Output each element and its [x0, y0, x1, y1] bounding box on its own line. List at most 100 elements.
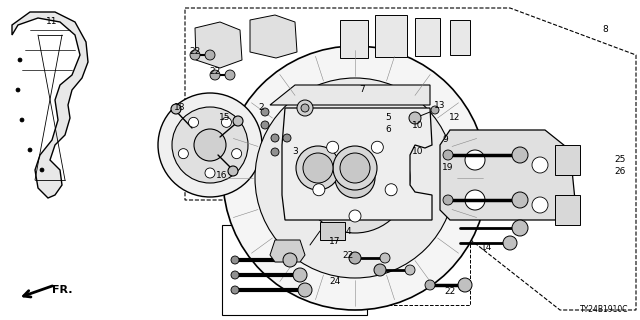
Text: 3: 3: [292, 148, 298, 156]
Circle shape: [512, 147, 528, 163]
Circle shape: [179, 149, 188, 159]
Polygon shape: [440, 130, 575, 220]
Circle shape: [271, 148, 279, 156]
Polygon shape: [270, 240, 305, 262]
Circle shape: [194, 129, 226, 161]
Circle shape: [231, 286, 239, 294]
Text: 11: 11: [46, 18, 58, 27]
Polygon shape: [250, 15, 297, 58]
Circle shape: [301, 104, 309, 112]
Circle shape: [313, 184, 325, 196]
Circle shape: [443, 195, 453, 205]
Circle shape: [293, 268, 307, 282]
Bar: [555, 145, 580, 175]
Text: 15: 15: [220, 114, 231, 123]
Circle shape: [255, 78, 455, 278]
Text: 25: 25: [614, 156, 626, 164]
Circle shape: [283, 253, 297, 267]
Circle shape: [431, 106, 439, 114]
Bar: [450, 20, 470, 55]
Bar: [340, 240, 470, 305]
Circle shape: [228, 166, 238, 176]
Text: 7: 7: [359, 85, 365, 94]
Circle shape: [532, 157, 548, 173]
Circle shape: [512, 220, 528, 236]
Text: 9: 9: [442, 135, 448, 145]
Text: 10: 10: [412, 121, 424, 130]
Text: 14: 14: [481, 244, 493, 252]
Text: 26: 26: [614, 167, 626, 177]
Text: 13: 13: [435, 100, 445, 109]
Circle shape: [231, 271, 239, 279]
Polygon shape: [270, 85, 430, 105]
Circle shape: [326, 141, 339, 153]
Circle shape: [374, 264, 386, 276]
Circle shape: [465, 190, 485, 210]
Text: 2: 2: [258, 103, 264, 113]
Text: 18: 18: [174, 103, 186, 113]
Circle shape: [298, 283, 312, 297]
Circle shape: [371, 141, 383, 153]
Circle shape: [233, 116, 243, 126]
Text: 24: 24: [330, 277, 340, 286]
Polygon shape: [282, 108, 432, 220]
Text: 22: 22: [342, 251, 354, 260]
Circle shape: [190, 50, 200, 60]
Text: TY24B1910C: TY24B1910C: [579, 305, 628, 314]
Circle shape: [205, 168, 215, 178]
Bar: [340, 20, 368, 58]
Text: 4: 4: [345, 228, 351, 236]
Text: 16: 16: [216, 171, 228, 180]
Circle shape: [225, 70, 235, 80]
Bar: [555, 195, 580, 225]
Circle shape: [18, 58, 22, 62]
Bar: [375, 15, 407, 57]
Circle shape: [303, 153, 333, 183]
Circle shape: [205, 50, 215, 60]
Polygon shape: [195, 22, 242, 68]
Circle shape: [271, 134, 279, 142]
Circle shape: [349, 252, 361, 264]
Circle shape: [261, 108, 269, 116]
Text: 22: 22: [209, 68, 221, 76]
Circle shape: [512, 192, 528, 208]
Circle shape: [232, 149, 242, 159]
Text: 22: 22: [189, 47, 200, 57]
Circle shape: [16, 88, 20, 92]
Text: 22: 22: [444, 287, 456, 297]
Circle shape: [300, 123, 410, 233]
Circle shape: [28, 148, 32, 152]
Text: 5: 5: [385, 114, 391, 123]
Circle shape: [465, 150, 485, 170]
Text: 6: 6: [385, 125, 391, 134]
Circle shape: [171, 104, 181, 114]
Circle shape: [532, 197, 548, 213]
Circle shape: [20, 118, 24, 122]
Circle shape: [221, 117, 232, 127]
Bar: [415, 18, 440, 56]
Circle shape: [231, 256, 239, 264]
Circle shape: [158, 93, 262, 197]
Circle shape: [297, 100, 313, 116]
Circle shape: [172, 107, 248, 183]
Text: 12: 12: [449, 114, 461, 123]
Polygon shape: [185, 8, 636, 310]
Text: 10: 10: [412, 148, 424, 156]
Circle shape: [503, 236, 517, 250]
Circle shape: [223, 46, 487, 310]
Circle shape: [409, 112, 421, 124]
Circle shape: [405, 265, 415, 275]
Circle shape: [283, 134, 291, 142]
Circle shape: [40, 168, 44, 172]
Polygon shape: [12, 12, 88, 198]
Text: 17: 17: [329, 237, 340, 246]
Text: 19: 19: [442, 164, 454, 172]
Text: FR.: FR.: [52, 285, 72, 295]
Circle shape: [380, 253, 390, 263]
Circle shape: [425, 280, 435, 290]
Circle shape: [261, 121, 269, 129]
Circle shape: [189, 117, 198, 127]
Bar: [320, 222, 345, 240]
Circle shape: [443, 150, 453, 160]
Circle shape: [335, 158, 375, 198]
